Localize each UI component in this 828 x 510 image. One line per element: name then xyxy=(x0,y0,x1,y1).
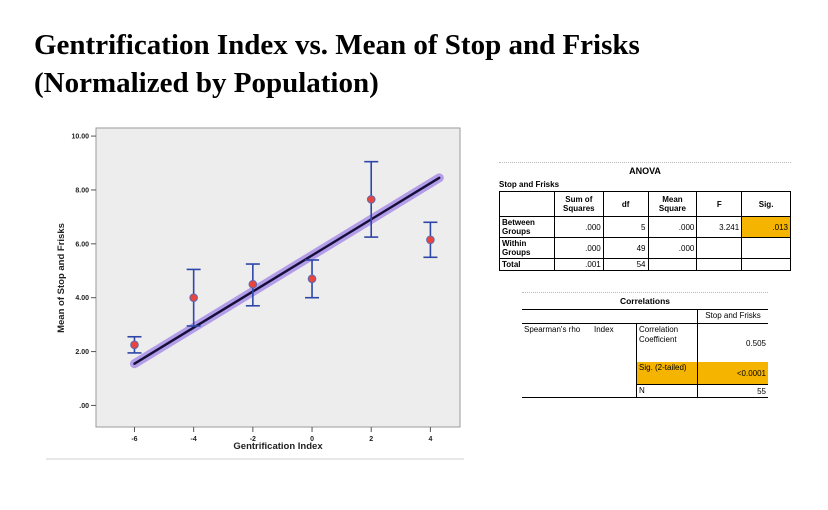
anova-row-between: Between Groups .000 5 .000 3.241 .013 xyxy=(499,216,791,238)
x-tick-label: -2 xyxy=(250,436,256,443)
anova-cell-ss: .001 xyxy=(553,258,604,271)
x-tick-label: -6 xyxy=(131,436,137,443)
anova-panel: ANOVA Stop and Frisks Sum of Squares df … xyxy=(499,162,791,271)
anova-cell-ss: .000 xyxy=(553,216,604,238)
correlations-row-coefficient: Spearman's rho Index Correlation Coeffic… xyxy=(522,323,768,398)
data-points xyxy=(127,160,438,354)
correlations-panel: Correlations Stop and Frisks Spearman's … xyxy=(522,292,768,398)
y-axis-label: Mean of Stop and Frisks xyxy=(56,223,67,333)
anova-cell-sig: .013 xyxy=(741,216,791,238)
anova-header-sig: Sig. xyxy=(741,191,791,217)
x-tick-label: 0 xyxy=(310,436,314,443)
anova-header-f: F xyxy=(696,191,743,217)
data-point xyxy=(366,195,376,204)
anova-cell-f: 3.241 xyxy=(696,216,743,238)
data-point xyxy=(130,340,139,350)
y-tick-label: 8.00 xyxy=(75,187,89,194)
anova-cell-f xyxy=(696,237,743,259)
anova-cell-df: 49 xyxy=(602,237,649,259)
data-point-group xyxy=(423,221,438,259)
anova-row-within: Within Groups .000 49 .000 xyxy=(499,237,791,259)
x-axis: -6 -4 -2 0 2 4 xyxy=(131,427,432,443)
data-point-group xyxy=(186,268,201,327)
anova-row-label: Within Groups xyxy=(499,237,555,259)
anova-cell-ss: .000 xyxy=(553,237,604,259)
correlations-table: Stop and Frisks Spearman's rho Index Cor… xyxy=(522,309,768,398)
y-tick-label: 6.00 xyxy=(75,241,89,248)
anova-header-ms: Mean Square xyxy=(647,191,698,217)
x-tick-label: 2 xyxy=(369,436,373,443)
correlations-row-n: N 55 xyxy=(522,384,768,398)
data-point-group xyxy=(245,263,260,307)
correlations-header-row: Stop and Frisks xyxy=(522,309,768,324)
anova-cell-ms: .000 xyxy=(647,216,698,238)
data-point-group xyxy=(364,160,379,238)
data-point xyxy=(248,279,258,289)
correlations-row-sig: Sig. (2-tailed) <0.0001 xyxy=(522,362,768,385)
y-tick-label: 2.00 xyxy=(75,349,89,356)
x-tick-label: 4 xyxy=(428,436,432,443)
data-point-group xyxy=(305,259,320,299)
anova-cell-ms xyxy=(647,258,698,271)
data-point xyxy=(426,235,435,245)
anova-row-label: Total xyxy=(499,258,555,271)
fit-line xyxy=(133,176,441,365)
correlations-row-group: Spearman's rho xyxy=(522,323,592,398)
y-tick-label: 10.00 xyxy=(71,134,89,141)
correlations-stat-label: N xyxy=(636,384,698,398)
anova-row-total: Total .001 54 xyxy=(499,258,791,271)
data-point xyxy=(307,274,317,284)
anova-cell-df: 5 xyxy=(602,216,649,238)
x-axis-label: Gentrification Index xyxy=(233,441,323,452)
slide-title-line-2: (Normalized by Population) xyxy=(34,67,379,99)
slide-title: Gentrification Index vs. Mean of Stop an… xyxy=(34,26,814,102)
correlations-row-var: Index xyxy=(592,323,637,398)
anova-header-row: Sum of Squares df Mean Square F Sig. xyxy=(499,191,791,217)
correlations-stat-value: 55 xyxy=(697,384,768,398)
anova-cell-f xyxy=(696,258,743,271)
anova-cell-sig xyxy=(741,258,791,271)
anova-row-label: Between Groups xyxy=(499,216,555,238)
anova-cell-ms: .000 xyxy=(647,237,698,259)
scatter-chart: .00 2.00 4.00 6.00 8.00 10.00 -6 -4 -2 0 2 4 Gentr… xyxy=(46,118,464,460)
correlations-title: Correlations xyxy=(522,292,768,309)
y-axis: .00 2.00 4.00 6.00 8.00 10.00 xyxy=(71,134,96,410)
anova-cell-df: 54 xyxy=(602,258,649,271)
y-tick-label: .00 xyxy=(79,403,89,410)
anova-title: ANOVA xyxy=(499,162,791,179)
anova-cell-sig xyxy=(741,237,791,259)
correlations-stat-label: Sig. (2-tailed) xyxy=(636,362,698,385)
anova-table: Sum of Squares df Mean Square F Sig. Bet… xyxy=(499,191,791,271)
anova-header-df: df xyxy=(602,191,649,217)
anova-subtitle: Stop and Frisks xyxy=(499,180,560,189)
anova-header-ss: Sum of Squares xyxy=(553,191,604,217)
correlations-stat-label: Correlation Coefficient xyxy=(636,323,698,362)
correlations-stat-value: 0.505 xyxy=(697,323,768,362)
data-point-group xyxy=(127,335,142,354)
correlations-stat-value: <0.0001 xyxy=(697,362,768,385)
data-point xyxy=(189,293,198,303)
fit-line-group xyxy=(129,173,444,369)
slide-title-line-1: Gentrification Index vs. Mean of Stop an… xyxy=(34,29,640,61)
anova-header-blank xyxy=(499,191,555,217)
x-tick-label: -4 xyxy=(191,436,197,443)
y-tick-label: 4.00 xyxy=(75,295,89,302)
correlations-header-blank xyxy=(522,309,698,324)
correlations-column-header: Stop and Frisks xyxy=(697,309,768,324)
